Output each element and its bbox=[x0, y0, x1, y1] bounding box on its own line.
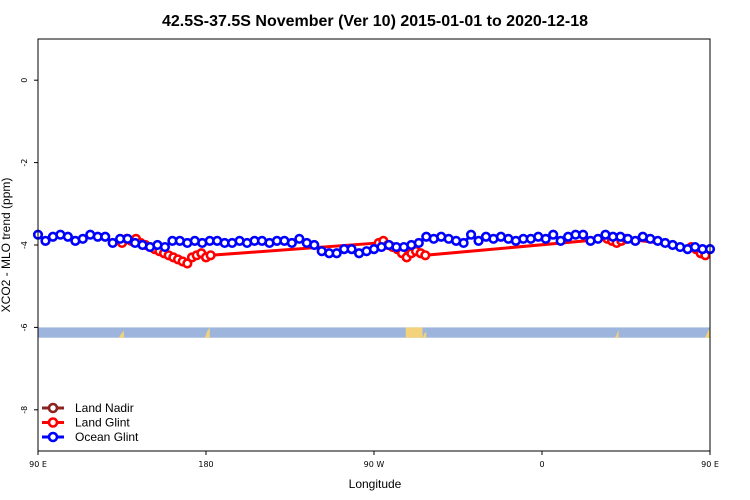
chart-title: 42.5S-37.5S November (Ver 10) 2015-01-01… bbox=[162, 13, 588, 30]
y-axis-title: XCO2 - MLO trend (ppm) bbox=[0, 178, 13, 313]
y-tick-label: -8 bbox=[20, 406, 29, 414]
surface-strip-ocean bbox=[38, 327, 710, 338]
series-ocean-glint bbox=[32, 229, 716, 259]
data-point bbox=[577, 229, 589, 240]
legend-item: Land Glint bbox=[42, 416, 130, 430]
y-axis: 0 -2 -4 -6 -8 bbox=[20, 78, 38, 414]
data-point bbox=[630, 235, 641, 246]
x-tick-label: 90 W bbox=[364, 460, 385, 469]
data-point bbox=[309, 239, 320, 251]
data-point bbox=[77, 233, 88, 244]
legend-marker bbox=[47, 431, 59, 443]
data-point bbox=[331, 248, 342, 259]
data-point bbox=[100, 231, 111, 242]
surface-strip-land-2 bbox=[405, 327, 423, 338]
data-point bbox=[555, 235, 566, 246]
x-axis: 90 E 180 90 W 0 90 E bbox=[29, 451, 719, 469]
surface-strip-land-3 bbox=[420, 331, 427, 338]
data-point bbox=[465, 229, 477, 240]
data-point bbox=[205, 250, 216, 261]
y-tick-label: -4 bbox=[20, 241, 29, 249]
data-point bbox=[62, 231, 73, 242]
legend-item: Land Nadir bbox=[42, 401, 134, 415]
data-point bbox=[458, 237, 469, 249]
x-tick-label: 90 E bbox=[701, 460, 719, 469]
legend-label: Land Nadir bbox=[75, 401, 134, 415]
surface-strip-land-5 bbox=[702, 327, 710, 338]
y-tick-label: -2 bbox=[20, 159, 29, 167]
legend-marker bbox=[47, 417, 59, 428]
x-tick-label: 0 bbox=[539, 460, 544, 469]
surface-strip-land-1 bbox=[202, 327, 210, 338]
surface-strip-land-0 bbox=[116, 330, 124, 338]
data-point bbox=[286, 237, 297, 249]
data-point bbox=[40, 235, 51, 246]
x-axis-title: Longitude bbox=[349, 477, 402, 491]
legend-label: Ocean Glint bbox=[75, 430, 139, 444]
data-point bbox=[420, 250, 431, 261]
data-point bbox=[592, 233, 604, 244]
surface-strip bbox=[38, 327, 710, 338]
data-point bbox=[540, 233, 551, 244]
data-point bbox=[548, 229, 559, 240]
data-point bbox=[346, 244, 357, 255]
y-tick-label: -6 bbox=[20, 323, 29, 331]
surface-strip-land-4 bbox=[612, 329, 619, 338]
data-point bbox=[122, 233, 133, 244]
data-point bbox=[413, 237, 424, 249]
data-point bbox=[159, 241, 171, 253]
legend-item: Ocean Glint bbox=[42, 430, 139, 444]
data-point bbox=[107, 237, 118, 249]
x-tick-label: 180 bbox=[198, 460, 213, 469]
series-layer bbox=[32, 229, 716, 269]
data-point bbox=[294, 233, 305, 244]
data-point bbox=[473, 235, 484, 246]
x-tick-label: 90 E bbox=[29, 460, 47, 469]
y-tick-label: 0 bbox=[20, 78, 29, 83]
legend-marker bbox=[47, 402, 59, 414]
legend-label: Land Glint bbox=[75, 416, 130, 430]
